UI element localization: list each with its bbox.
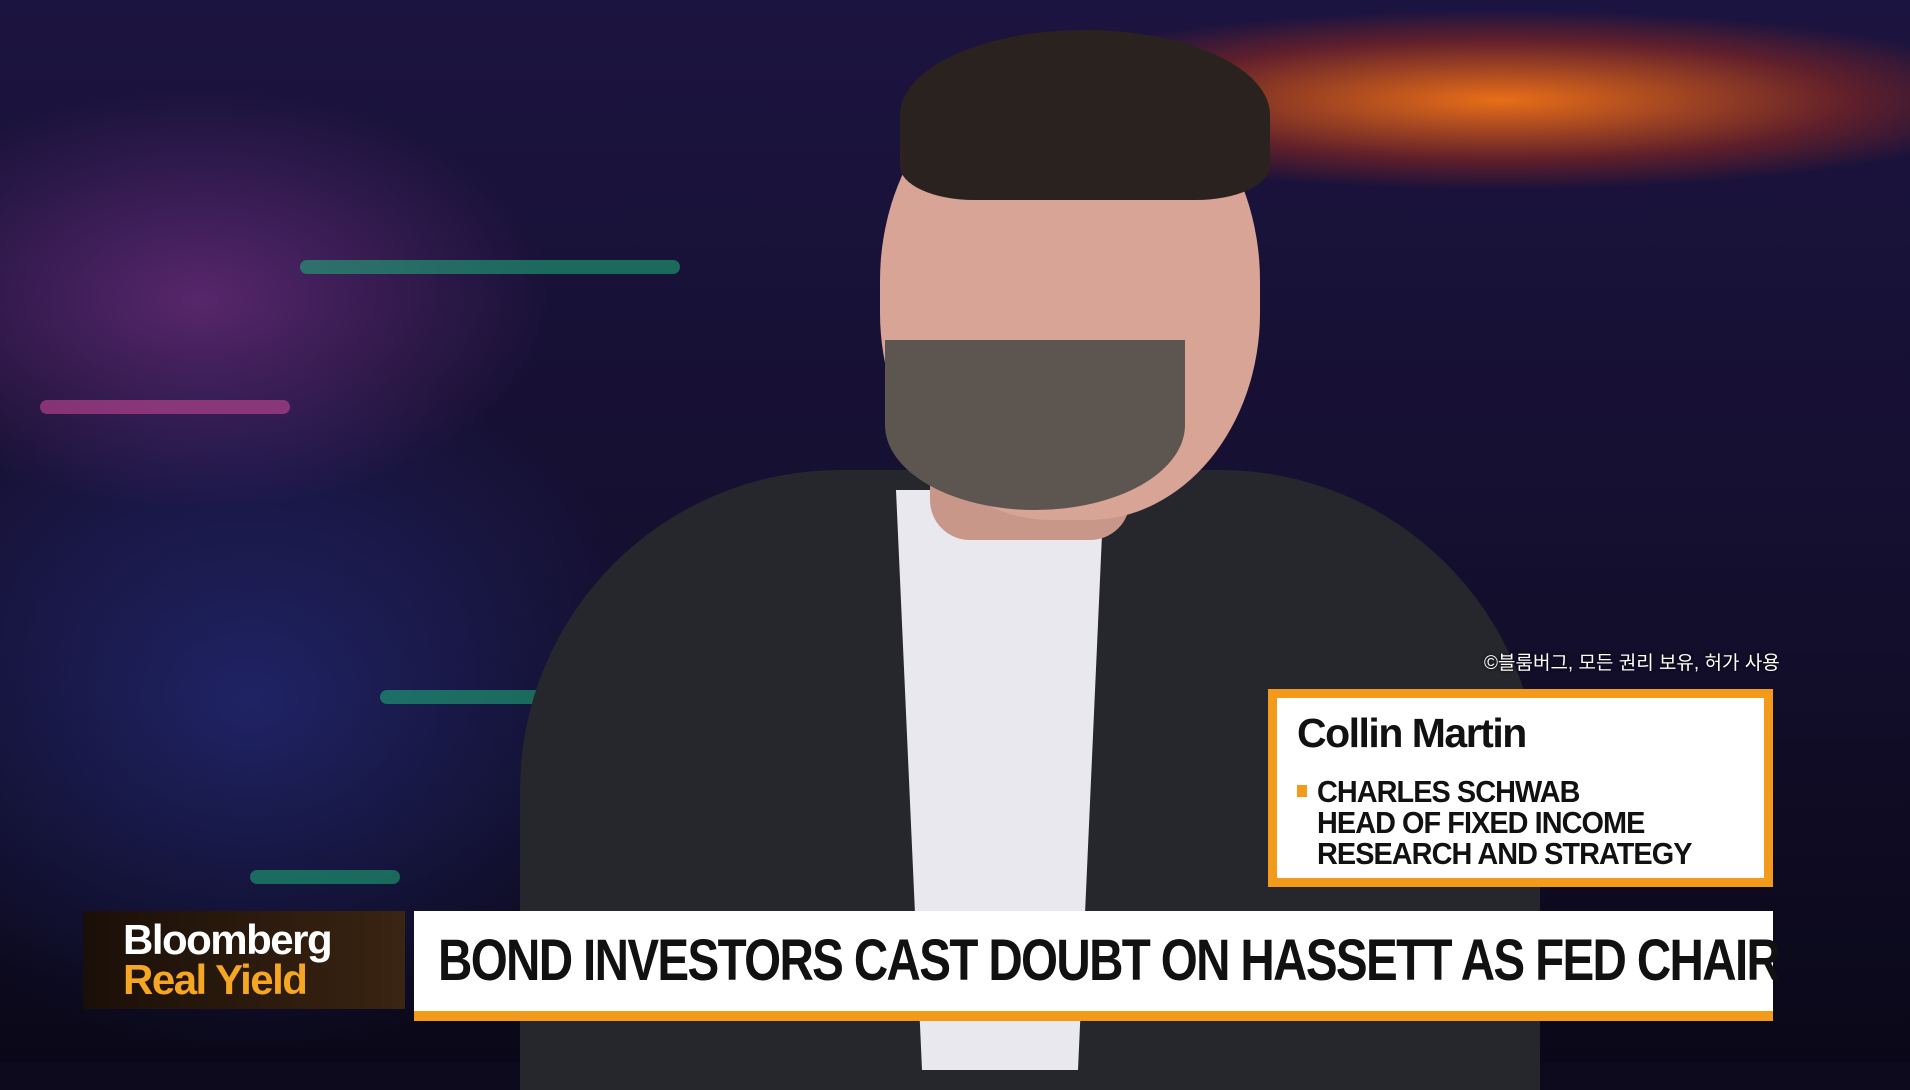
guest-title: CHARLES SCHWAB HEAD OF FIXED INCOME RESE… [1317, 776, 1692, 869]
guest-title-line: HEAD OF FIXED INCOME [1317, 805, 1645, 840]
copyright-notice: ©블룸버그, 모든 권리 보유, 허가 사용 [1484, 653, 1780, 674]
guest-name: Collin Martin [1297, 710, 1527, 756]
ticker-stripe [40, 400, 290, 414]
ticker-stripe [250, 870, 400, 884]
logo-line-2: Real Yield [123, 956, 308, 1003]
headline-bar: BOND INVESTORS CAST DOUBT ON HASSETT AS … [414, 911, 1781, 1021]
show-logo: Bloomberg Real Yield [83, 911, 405, 1009]
lower-third-namebox: Collin Martin CHARLES SCHWAB HEAD OF FIX… [1268, 689, 1773, 887]
ticker-stripe [300, 260, 680, 274]
guest-title-line: RESEARCH AND STRATEGY [1317, 836, 1692, 871]
guest-hair [900, 30, 1270, 200]
headline-text: BOND INVESTORS CAST DOUBT ON HASSETT AS … [438, 928, 1781, 993]
guest-beard [885, 340, 1185, 510]
logo-line-1: Bloomberg [123, 916, 333, 963]
bullet-marker [1297, 785, 1307, 797]
guest-title-line: CHARLES SCHWAB [1317, 774, 1580, 809]
